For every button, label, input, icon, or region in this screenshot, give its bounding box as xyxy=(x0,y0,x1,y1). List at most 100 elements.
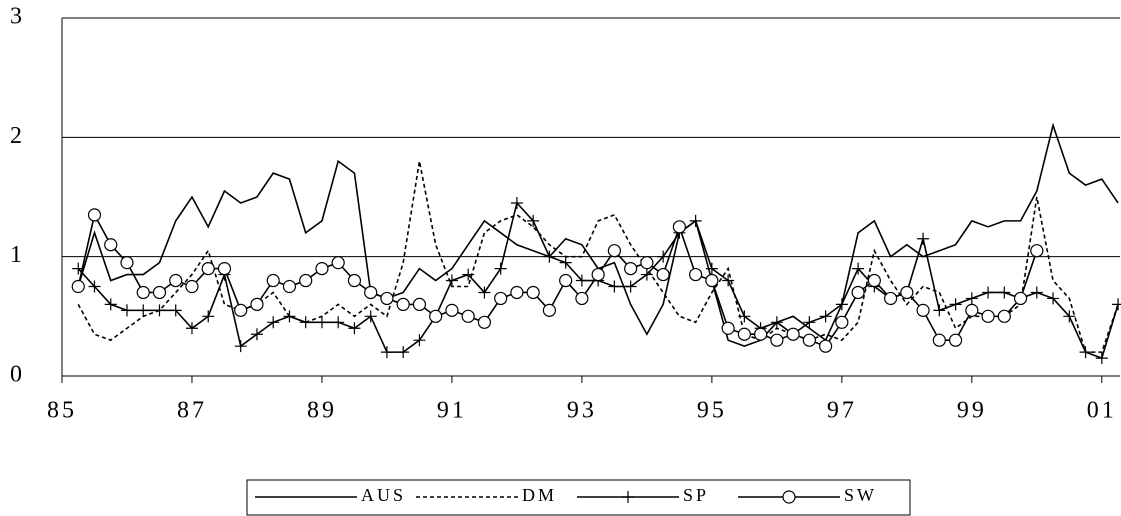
point-marker xyxy=(478,286,491,299)
point-marker xyxy=(737,327,751,341)
point-marker xyxy=(169,304,182,317)
legend-label: SW xyxy=(844,485,877,505)
point-marker xyxy=(299,316,312,329)
point-marker xyxy=(624,280,637,293)
point-marker xyxy=(981,309,995,323)
point-marker xyxy=(380,346,393,359)
point-marker xyxy=(348,322,361,335)
point-marker xyxy=(591,267,605,282)
point-marker xyxy=(1079,346,1092,359)
point-marker xyxy=(900,285,914,300)
point-marker xyxy=(851,285,865,300)
point-marker xyxy=(624,262,638,276)
point-marker xyxy=(413,334,426,347)
point-marker xyxy=(917,232,930,245)
point-marker xyxy=(722,274,735,287)
point-marker xyxy=(185,279,199,294)
point-marker xyxy=(1095,352,1108,365)
point-marker xyxy=(542,303,557,317)
point-marker xyxy=(137,304,150,317)
point-marker xyxy=(1063,310,1076,323)
point-marker xyxy=(770,316,783,329)
x-tick-label: 01 xyxy=(1087,398,1117,424)
point-marker xyxy=(607,244,621,258)
point-marker xyxy=(867,273,881,288)
point-marker xyxy=(152,285,167,300)
point-marker xyxy=(575,274,588,287)
point-marker xyxy=(315,316,328,329)
point-marker xyxy=(202,310,215,323)
point-marker xyxy=(217,262,232,276)
point-marker xyxy=(526,285,540,300)
point-marker xyxy=(412,297,427,311)
x-tick-label: 91 xyxy=(437,398,467,424)
point-marker xyxy=(803,316,816,329)
point-marker xyxy=(819,310,832,323)
point-marker xyxy=(169,273,183,288)
point-marker xyxy=(949,298,962,311)
point-marker xyxy=(397,346,410,359)
y-tick-label: 0 xyxy=(10,362,22,388)
point-marker xyxy=(883,291,898,306)
point-marker xyxy=(916,303,930,317)
point-marker xyxy=(104,298,117,311)
point-marker xyxy=(234,340,247,353)
x-tick-label: 99 xyxy=(957,398,987,424)
point-marker xyxy=(477,315,492,329)
point-marker xyxy=(982,286,995,299)
legend-marker xyxy=(782,490,796,504)
point-marker xyxy=(462,268,475,281)
point-marker xyxy=(998,286,1011,299)
point-marker xyxy=(835,298,848,311)
point-marker xyxy=(575,291,589,306)
point-marker xyxy=(948,333,963,347)
x-tick-label: 95 xyxy=(697,398,727,424)
point-marker xyxy=(802,333,816,347)
point-marker xyxy=(965,292,978,305)
point-marker xyxy=(786,327,800,341)
point-marker xyxy=(640,256,654,270)
point-marker xyxy=(299,273,313,288)
point-marker xyxy=(445,274,458,287)
point-marker xyxy=(559,256,572,269)
point-marker xyxy=(640,268,653,281)
y-tick-label: 2 xyxy=(10,123,22,149)
point-marker xyxy=(461,309,475,323)
point-marker xyxy=(770,333,784,347)
point-marker xyxy=(267,316,280,329)
point-marker xyxy=(445,303,459,317)
point-marker xyxy=(510,196,523,209)
point-marker xyxy=(104,238,118,252)
point-marker xyxy=(88,280,101,293)
point-marker xyxy=(396,297,410,311)
point-marker xyxy=(819,339,833,353)
point-marker xyxy=(380,291,394,306)
point-marker xyxy=(835,315,849,329)
point-marker xyxy=(852,262,865,275)
point-marker xyxy=(754,327,768,341)
point-marker xyxy=(1013,291,1028,306)
point-marker xyxy=(136,285,150,300)
legend-label: AUS xyxy=(361,485,406,505)
point-marker xyxy=(965,303,979,317)
point-marker xyxy=(364,285,378,300)
x-tick-label: 93 xyxy=(567,398,597,424)
point-marker xyxy=(1030,286,1043,299)
point-marker xyxy=(657,250,670,263)
point-marker xyxy=(510,285,524,300)
point-marker xyxy=(738,310,751,323)
y-tick-label: 3 xyxy=(10,4,22,30)
point-marker xyxy=(185,322,198,335)
point-marker xyxy=(494,262,507,275)
point-marker xyxy=(266,273,280,288)
point-marker xyxy=(559,273,573,288)
point-marker xyxy=(705,273,719,288)
point-marker xyxy=(672,220,686,234)
point-marker xyxy=(656,267,670,282)
point-marker xyxy=(87,208,102,222)
y-tick-label: 1 xyxy=(10,242,22,268)
point-marker xyxy=(332,316,345,329)
point-marker xyxy=(494,291,508,306)
